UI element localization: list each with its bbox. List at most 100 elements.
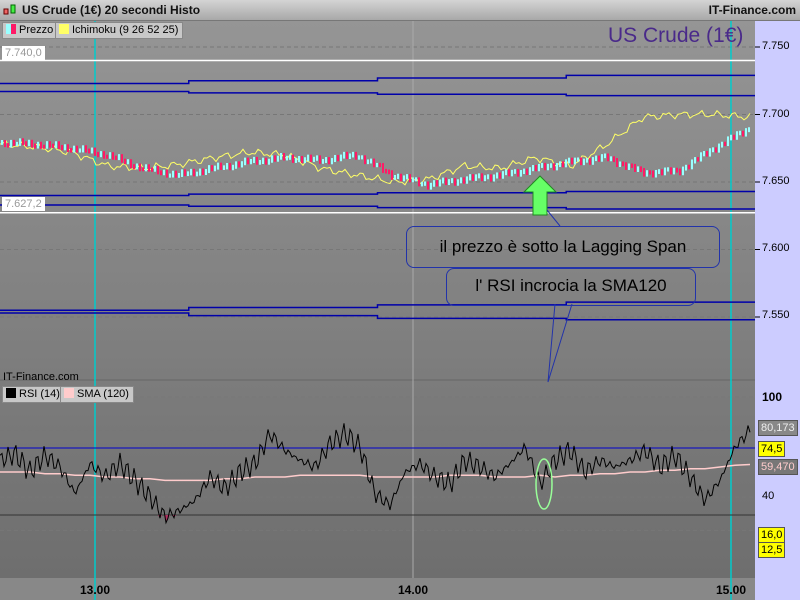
- price-candle: [724, 141, 726, 147]
- price-candle: [94, 147, 96, 156]
- price-candle: [685, 164, 687, 171]
- price-candle: [265, 157, 267, 165]
- price-candle: [46, 141, 48, 149]
- price-candle: [463, 177, 465, 184]
- price-candle: [589, 158, 591, 165]
- price-candle: [250, 158, 252, 165]
- price-candle: [346, 151, 348, 160]
- price-candle: [73, 145, 75, 153]
- price-candle: [178, 172, 180, 178]
- price-candle: [634, 163, 636, 172]
- price-candle: [64, 144, 66, 151]
- price-candle: [700, 152, 702, 162]
- price-candle: [274, 155, 276, 162]
- price-candle: [187, 171, 189, 177]
- legend-prezzo[interactable]: Prezzo: [2, 22, 59, 39]
- legend-sma[interactable]: SMA (120): [60, 386, 134, 403]
- price-candle: [583, 158, 585, 166]
- y-tick: 7.600: [762, 242, 790, 254]
- sma-value-tag: 59,470: [758, 459, 798, 475]
- price-candle: [601, 154, 603, 162]
- price-candle: [694, 157, 696, 164]
- price-candle: [271, 155, 273, 163]
- price-candle: [49, 141, 51, 148]
- rsi-line: [0, 423, 751, 525]
- price-candle: [598, 155, 600, 162]
- price-candle: [328, 157, 330, 165]
- price-candle: [289, 154, 291, 160]
- annotation-rsi-sma: l' RSI incrocia la SMA120: [446, 268, 696, 306]
- price-candle: [649, 170, 651, 175]
- y-tick: 7.650: [762, 175, 790, 187]
- price-candle: [748, 127, 750, 133]
- price-candle: [124, 158, 126, 165]
- price-candle: [193, 168, 195, 177]
- y-tick: 7.700: [762, 108, 790, 120]
- price-candle: [106, 154, 108, 159]
- price-candle: [361, 155, 363, 160]
- ichimoku-cloud-line: [0, 301, 755, 311]
- price-candle: [592, 157, 594, 165]
- level-label-upper: 7.740,0: [2, 46, 45, 60]
- price-candle: [532, 165, 534, 172]
- price-candle: [199, 168, 201, 176]
- green-arrow-icon: [522, 175, 558, 216]
- price-candle: [655, 169, 657, 178]
- price-candle: [103, 151, 105, 159]
- price-candle: [517, 169, 519, 177]
- price-candle: [691, 159, 693, 170]
- ichimoku-cloud-line: [0, 204, 755, 210]
- price-candle: [625, 162, 627, 170]
- title-bar: US Crude (1€) 20 secondi Histo IT-Financ…: [0, 0, 800, 21]
- price-candle: [16, 141, 18, 146]
- price-candle: [508, 169, 510, 177]
- price-candle: [499, 172, 501, 179]
- price-candle: [418, 177, 420, 187]
- price-candle: [727, 136, 729, 147]
- price-candle: [520, 170, 522, 177]
- legend-ichimoku[interactable]: Ichimoku (9 26 52 25): [55, 22, 184, 39]
- legend-label: RSI (14): [19, 388, 60, 400]
- price-candle: [490, 174, 492, 182]
- price-candle: [616, 158, 618, 168]
- ichimoku-cloud-line: [0, 74, 755, 85]
- price-candle: [541, 162, 543, 168]
- price-candle: [571, 157, 573, 165]
- price-candle: [415, 177, 417, 182]
- price-candle: [127, 159, 129, 165]
- price-candle: [544, 162, 546, 171]
- price-candle: [667, 167, 669, 172]
- price-candle: [538, 163, 540, 172]
- price-candle: [343, 151, 345, 159]
- chart-plot-area[interactable]: [0, 21, 755, 578]
- rsi-oversold-fill: [150, 515, 195, 523]
- price-candle: [139, 163, 141, 172]
- sma-swatch: [64, 388, 74, 398]
- price-candle: [262, 157, 264, 165]
- price-candle: [688, 164, 690, 170]
- price-candle: [394, 175, 396, 180]
- price-candle: [484, 175, 486, 182]
- rsi-lower-tag-1: 16,0: [758, 527, 786, 543]
- price-candle: [247, 157, 249, 165]
- price-candle: [133, 164, 135, 170]
- rsi-source-label: IT-Finance.com: [3, 371, 79, 383]
- rsi-lower-tag-2: 12,5: [758, 542, 786, 558]
- price-candle: [259, 160, 261, 165]
- price-candle: [67, 144, 69, 153]
- price-candle: [19, 138, 21, 146]
- price-candle: [547, 163, 549, 171]
- price-candle: [190, 168, 192, 176]
- price-candle: [40, 141, 42, 149]
- legend-rsi[interactable]: RSI (14): [2, 386, 65, 403]
- price-candle: [709, 148, 711, 157]
- price-candle: [664, 167, 666, 176]
- price-candle: [556, 163, 558, 171]
- price-candle: [637, 166, 639, 172]
- price-candle: [268, 158, 270, 165]
- price-candle: [211, 165, 213, 172]
- legend-label: SMA (120): [77, 388, 129, 400]
- window-title: US Crude (1€) 20 secondi Histo: [22, 3, 201, 17]
- price-candle: [244, 157, 246, 166]
